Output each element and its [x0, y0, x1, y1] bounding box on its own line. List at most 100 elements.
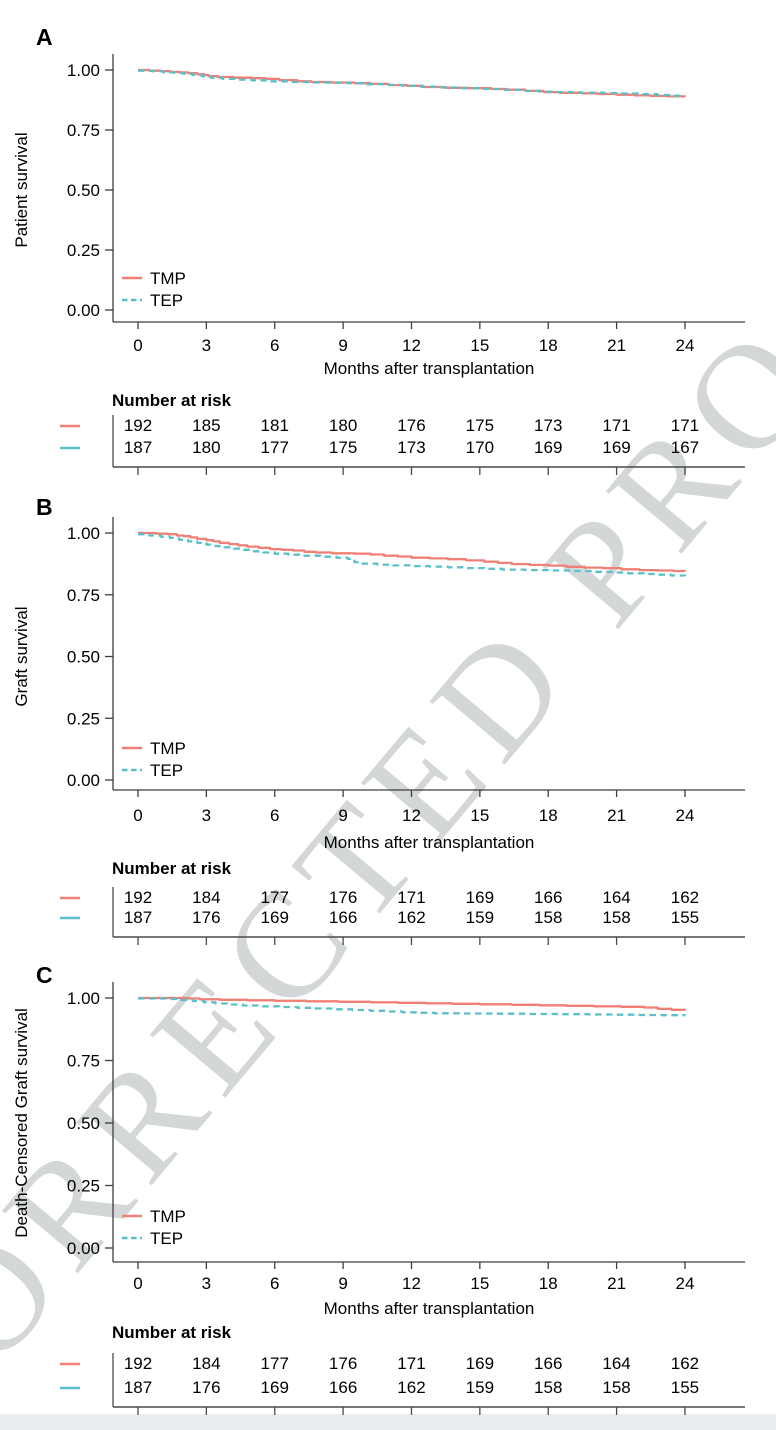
- y-tick-label: 0.75: [67, 1052, 100, 1071]
- y-tick-label: 1.00: [67, 989, 100, 1008]
- risk-table-header: Number at risk: [112, 1323, 232, 1342]
- risk-value: 176: [192, 908, 220, 927]
- risk-value: 166: [329, 1378, 357, 1397]
- legend-label-tep: TEP: [150, 291, 183, 310]
- x-tick-label: 18: [539, 806, 558, 825]
- x-tick-label: 3: [202, 806, 211, 825]
- y-tick-label: 0.00: [67, 771, 100, 790]
- risk-value: 169: [534, 438, 562, 457]
- y-tick-label: 0.50: [67, 1114, 100, 1133]
- risk-value: 175: [329, 438, 357, 457]
- risk-value: 166: [534, 888, 562, 907]
- panel-letter: A: [36, 24, 53, 50]
- risk-value: 170: [466, 438, 494, 457]
- risk-value: 169: [261, 908, 289, 927]
- risk-value: 192: [124, 416, 152, 435]
- survival-curve-tep: [138, 69, 687, 97]
- x-tick-label: 9: [338, 336, 347, 355]
- x-tick-label: 9: [338, 806, 347, 825]
- x-tick-label: 3: [202, 336, 211, 355]
- x-tick-label: 15: [470, 806, 489, 825]
- x-tick-label: 0: [133, 336, 142, 355]
- risk-value: 184: [192, 888, 220, 907]
- y-tick-label: 0.75: [67, 586, 100, 605]
- panel-letter: C: [36, 962, 53, 988]
- x-tick-label: 0: [133, 806, 142, 825]
- x-tick-label: 6: [270, 1274, 279, 1293]
- y-axis-title: Graft survival: [12, 606, 31, 706]
- legend-label-tmp: TMP: [150, 739, 186, 758]
- risk-value: 164: [602, 1354, 630, 1373]
- x-tick-label: 3: [202, 1274, 211, 1293]
- risk-value: 171: [397, 1354, 425, 1373]
- y-axis-title: Death-Censored Graft survival: [12, 1008, 31, 1238]
- x-tick-label: 21: [607, 336, 626, 355]
- x-axis-title: Months after transplantation: [324, 1299, 535, 1318]
- risk-value: 184: [192, 1354, 220, 1373]
- x-tick-label: 18: [539, 1274, 558, 1293]
- risk-value: 155: [671, 908, 699, 927]
- risk-value: 181: [261, 416, 289, 435]
- risk-value: 158: [534, 1378, 562, 1397]
- x-tick-label: 21: [607, 1274, 626, 1293]
- risk-value: 171: [602, 416, 630, 435]
- risk-value: 166: [329, 908, 357, 927]
- risk-value: 180: [192, 438, 220, 457]
- risk-value: 162: [671, 888, 699, 907]
- y-tick-label: 1.00: [67, 61, 100, 80]
- y-axis-title: Patient survival: [12, 132, 31, 247]
- survival-curve-tmp: [138, 531, 687, 573]
- x-axis-title: Months after transplantation: [324, 359, 535, 378]
- y-tick-label: 0.00: [67, 1239, 100, 1258]
- risk-value: 159: [466, 1378, 494, 1397]
- panel-letter: B: [36, 494, 53, 520]
- x-tick-label: 6: [270, 336, 279, 355]
- risk-value: 177: [261, 438, 289, 457]
- x-tick-label: 0: [133, 1274, 142, 1293]
- y-tick-label: 0.25: [67, 241, 100, 260]
- risk-value: 155: [671, 1378, 699, 1397]
- risk-value: 169: [466, 1354, 494, 1373]
- risk-value: 162: [397, 1378, 425, 1397]
- survival-curve-tep: [138, 997, 687, 1017]
- y-tick-label: 0.50: [67, 648, 100, 667]
- panel-b-chart: B Graft survival 1.00 0.75 0.50 0.25 0.00 0 3 6 9 1…: [12, 494, 745, 945]
- x-tick-label: 6: [270, 806, 279, 825]
- risk-value: 169: [261, 1378, 289, 1397]
- risk-value: 176: [329, 1354, 357, 1373]
- risk-value: 158: [602, 1378, 630, 1397]
- risk-value: 164: [602, 888, 630, 907]
- risk-value: 176: [329, 888, 357, 907]
- x-tick-label: 18: [539, 336, 558, 355]
- x-tick-label: 21: [607, 806, 626, 825]
- legend-label-tmp: TMP: [150, 1207, 186, 1226]
- risk-value: 169: [602, 438, 630, 457]
- x-tick-label: 12: [402, 336, 421, 355]
- risk-value: 169: [466, 888, 494, 907]
- risk-value: 159: [466, 908, 494, 927]
- risk-value: 185: [192, 416, 220, 435]
- y-tick-label: 0.00: [67, 301, 100, 320]
- x-tick-label: 12: [402, 806, 421, 825]
- risk-value: 162: [671, 1354, 699, 1373]
- risk-value: 175: [466, 416, 494, 435]
- y-tick-label: 0.25: [67, 709, 100, 728]
- y-tick-label: 0.75: [67, 121, 100, 140]
- risk-value: 171: [397, 888, 425, 907]
- risk-value: 192: [124, 1354, 152, 1373]
- legend-label-tep: TEP: [150, 761, 183, 780]
- survival-curve-tmp: [138, 996, 687, 1011]
- x-tick-label: 24: [675, 806, 694, 825]
- risk-value: 158: [602, 908, 630, 927]
- risk-value: 162: [397, 908, 425, 927]
- panel-c-chart: C Death-Censored Graft survival 1.00 0.75 0.…: [12, 962, 745, 1415]
- risk-value: 176: [192, 1378, 220, 1397]
- x-axis-title: Months after transplantation: [324, 833, 535, 852]
- risk-value: 192: [124, 888, 152, 907]
- risk-value: 187: [124, 1378, 152, 1397]
- x-tick-label: 24: [675, 336, 694, 355]
- x-tick-label: 15: [470, 1274, 489, 1293]
- bottom-band: [0, 1414, 776, 1430]
